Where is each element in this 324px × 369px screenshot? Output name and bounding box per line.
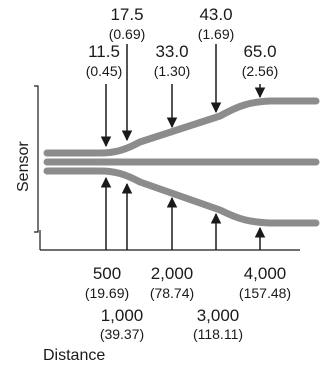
sensor-bracket	[34, 85, 39, 233]
bottom-label-4000-inch: (157.48)	[239, 285, 291, 301]
beam-upper-edge	[43, 97, 320, 157]
bottom-label-500-inch: (19.69)	[85, 285, 129, 301]
bottom-label-1000: 1,000	[101, 306, 144, 325]
top-label-33-0-inch: (1.30)	[154, 63, 191, 79]
top-label-33-0: 33.0	[155, 42, 188, 61]
bottom-label-3000-inch: (118.11)	[193, 326, 243, 342]
bottom-label-2000-inch: (78.74)	[150, 285, 194, 301]
top-label-11-5-inch: (0.45)	[86, 63, 123, 79]
top-label-43-0-inch: (1.69)	[198, 26, 235, 42]
top-label-17-5: 17.5	[110, 5, 143, 24]
bottom-label-1000-inch: (39.37)	[100, 326, 144, 342]
bottom-label-2000: 2,000	[151, 264, 194, 283]
bottom-label-4000: 4,000	[244, 264, 287, 283]
top-label-65-0: 65.0	[243, 42, 276, 61]
top-label-11-5: 11.5	[88, 42, 120, 61]
top-label-43-0: 43.0	[199, 5, 232, 24]
top-label-17-5-inch: (0.69)	[109, 26, 146, 42]
beam-lower-edge	[43, 167, 320, 227]
bottom-label-500: 500	[93, 264, 121, 283]
bottom-label-3000: 3,000	[197, 306, 240, 325]
y-axis-label: Sensor	[15, 141, 32, 192]
x-axis-label: Distance	[43, 347, 105, 364]
top-label-65-0-inch: (2.56)	[242, 63, 279, 79]
